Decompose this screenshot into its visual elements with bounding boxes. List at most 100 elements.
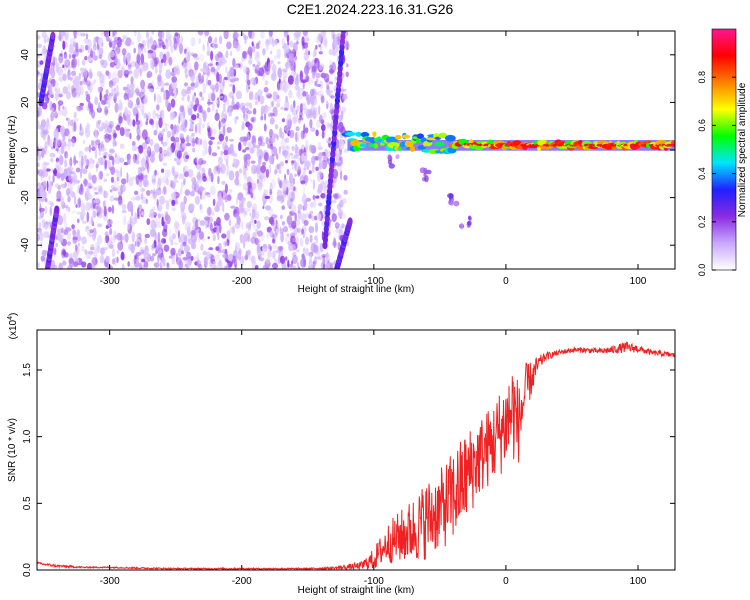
noise-cell (253, 196, 256, 200)
scatter-tail-cell (460, 222, 464, 230)
noise-cell (289, 40, 294, 48)
noise-cell (226, 42, 232, 50)
noise-cell (218, 95, 224, 99)
noise-cell (151, 178, 156, 183)
noise-cell (293, 32, 296, 37)
noise-cell (77, 218, 80, 224)
noise-cell (229, 143, 234, 152)
spectrogram-x-tick-label: 100 (630, 276, 647, 287)
noise-cell (250, 187, 255, 194)
noise-cell (162, 44, 166, 50)
carrier-cell (395, 135, 402, 140)
noise-cell (305, 160, 312, 169)
noise-cell (94, 198, 100, 204)
noise-cell (248, 59, 253, 65)
noise-cell (196, 122, 201, 134)
noise-cell (173, 139, 177, 150)
noise-cell (287, 75, 294, 85)
noise-cell (135, 160, 140, 165)
noise-cell (144, 236, 147, 245)
noise-cell (275, 249, 281, 254)
noise-cell (177, 248, 182, 260)
noise-cell (267, 112, 274, 118)
noise-cell (188, 238, 193, 245)
noise-cell (38, 150, 41, 162)
noise-cell (301, 228, 305, 235)
noise-cell (104, 151, 108, 156)
noise-cell (288, 89, 293, 99)
noise-cell (78, 160, 84, 168)
noise-cell (39, 60, 44, 65)
noise-cell (129, 132, 132, 140)
noise-cell (171, 128, 176, 137)
noise-cell (150, 154, 155, 163)
noise-cell (221, 110, 224, 119)
noise-cell (221, 180, 226, 185)
noise-cell (277, 61, 281, 65)
noise-cell (75, 42, 79, 53)
noise-cell (43, 220, 49, 230)
noise-cell (241, 220, 244, 230)
snr-x-tick-label: -100 (364, 576, 384, 587)
noise-cell (113, 96, 116, 102)
noise-cell (184, 244, 190, 254)
noise-cell (55, 137, 62, 147)
noise-cell (154, 143, 160, 153)
noise-cell (180, 181, 184, 188)
noise-cell (151, 80, 154, 87)
noise-cell (329, 81, 333, 85)
noise-cell (265, 39, 269, 43)
noise-cell (39, 185, 44, 192)
noise-cell (42, 45, 47, 56)
noise-cell (304, 212, 310, 218)
noise-cell (312, 197, 317, 209)
noise-cell (58, 104, 61, 112)
noise-cell (115, 58, 121, 70)
noise-cell (87, 57, 94, 62)
noise-cell (314, 57, 317, 64)
noise-cell (243, 113, 249, 122)
noise-cell (189, 100, 193, 107)
noise-cell (52, 110, 58, 116)
noise-cell (199, 190, 202, 200)
noise-cell (212, 128, 217, 135)
noise-cell (274, 124, 279, 130)
noise-cell (245, 222, 251, 229)
noise-cell (281, 205, 286, 210)
noise-cell (267, 250, 272, 258)
noise-cell (179, 124, 185, 132)
noise-cell (149, 40, 156, 51)
noise-cell (75, 244, 78, 252)
noise-cell (183, 195, 187, 205)
noise-cell (187, 52, 191, 62)
noise-cell (182, 216, 186, 225)
noise-cell (81, 168, 88, 174)
noise-cell (297, 169, 301, 177)
noise-cell (123, 215, 127, 226)
noise-cell (165, 136, 169, 145)
noise-cell (256, 178, 260, 185)
noise-cell (217, 164, 221, 175)
noise-cell (274, 39, 278, 46)
noise-cell (80, 32, 87, 37)
noise-cell (67, 166, 74, 171)
noise-cell (270, 178, 276, 189)
noise-cell (116, 177, 120, 182)
noise-cell (37, 169, 44, 177)
noise-cell (58, 53, 64, 64)
noise-cell (200, 96, 205, 102)
noise-cell (165, 221, 168, 226)
noise-cell (120, 166, 123, 178)
noise-cell (267, 143, 270, 149)
noise-cell (118, 102, 124, 112)
noise-cell (344, 136, 347, 145)
noise-cell (226, 262, 229, 267)
noise-cell (125, 115, 131, 123)
noise-cell (268, 193, 273, 204)
noise-cell (141, 157, 146, 168)
noise-cell (257, 136, 263, 146)
noise-cell (298, 31, 302, 36)
noise-cell (272, 91, 278, 102)
noise-cell (302, 129, 307, 139)
noise-cell (80, 185, 83, 193)
